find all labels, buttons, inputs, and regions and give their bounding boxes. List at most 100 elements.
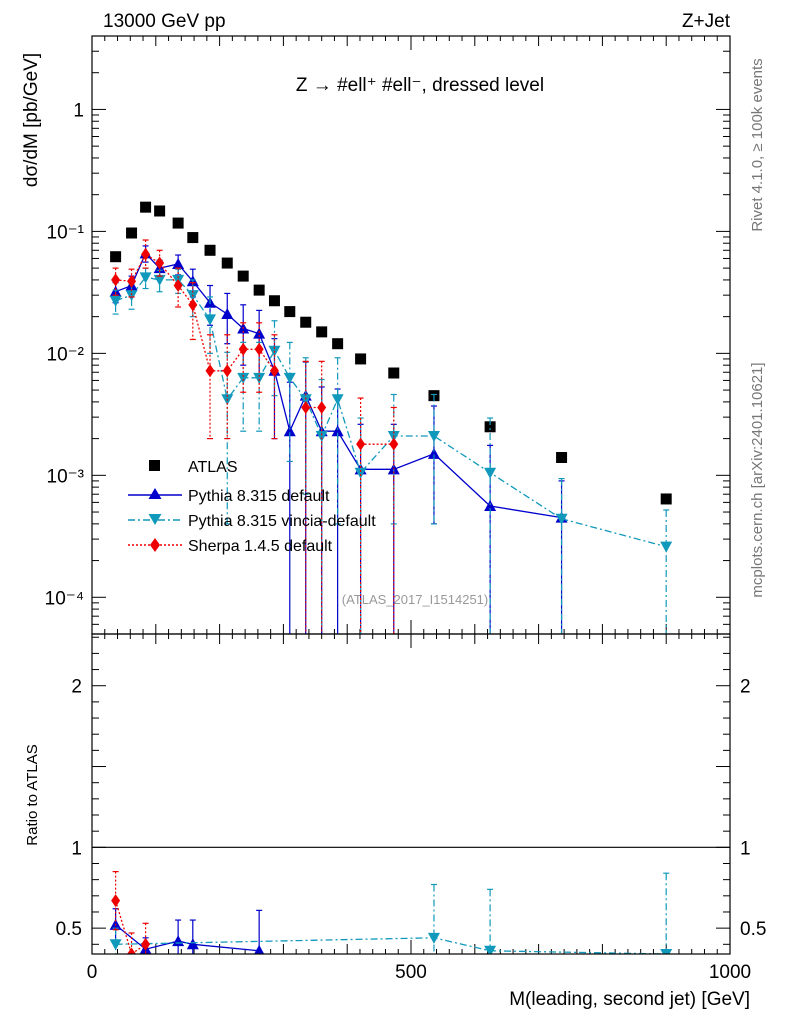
data-point-pythia <box>283 425 296 437</box>
ratio-point-pythia <box>254 944 265 954</box>
data-point-atlas <box>140 201 152 213</box>
main-y-tick-label: 10⁻³ <box>47 466 85 487</box>
data-point-vincia <box>427 431 440 443</box>
data-point-vincia <box>484 467 497 479</box>
data-point-atlas <box>660 493 672 505</box>
data-point-vincia <box>125 290 138 302</box>
data-point-pythia <box>427 447 440 459</box>
series-line-vincia <box>115 276 667 548</box>
data-point-atlas <box>110 251 122 263</box>
data-point-sherpa <box>269 364 279 378</box>
data-point-sherpa <box>205 364 215 378</box>
data-point-sherpa <box>317 400 327 414</box>
ratio-line-pythia <box>115 924 260 952</box>
data-point-sherpa <box>155 256 165 270</box>
data-point-vincia <box>283 372 296 384</box>
series-line-pythia <box>115 252 562 519</box>
main-y-tick-label: 10⁻² <box>47 344 85 365</box>
data-point-sherpa <box>254 342 264 356</box>
ratio-y-tick-label: 0.5 <box>56 919 82 940</box>
data-point-sherpa <box>111 273 121 287</box>
side-label-mcplots: mcplots.cern.ch [arXiv:2401.10621] <box>749 362 766 597</box>
ratio-panel-data <box>92 846 730 954</box>
ratio-point-sherpa <box>141 937 151 951</box>
ratio-point-sherpa <box>127 947 137 954</box>
data-point-sherpa <box>222 364 232 378</box>
data-point-vincia <box>555 513 568 525</box>
ratio-y-tick-label-right: 1 <box>740 838 751 859</box>
data-point-vincia <box>237 372 250 384</box>
main-y-tick-label: 10⁻⁴ <box>45 588 84 609</box>
ratio-point-vincia <box>484 945 497 954</box>
legend-label-sherpa: Sherpa 1.4.5 default <box>188 538 333 555</box>
data-point-atlas <box>187 232 199 244</box>
data-point-sherpa <box>356 437 366 451</box>
data-point-pythia <box>172 258 185 270</box>
ratio-point-sherpa <box>111 894 121 908</box>
data-point-atlas <box>154 205 166 217</box>
data-point-sherpa <box>188 298 198 312</box>
data-point-atlas <box>172 217 184 229</box>
data-point-vincia <box>331 394 344 406</box>
data-point-atlas <box>237 270 249 282</box>
legend-marker-pythia <box>148 488 162 499</box>
x-tick-label: 500 <box>395 962 427 983</box>
legend-label-pythia: Pythia 8.315 default <box>188 488 330 505</box>
ratio-y-axis-title: Ratio to ATLAS <box>24 744 41 845</box>
legend-label-atlas: ATLAS <box>188 459 238 476</box>
data-point-vincia <box>153 274 166 286</box>
header-process: Z+Jet <box>682 11 731 32</box>
ratio-point-vincia <box>109 939 122 951</box>
data-point-atlas <box>556 451 568 463</box>
data-point-vincia <box>204 314 217 326</box>
data-point-sherpa <box>173 279 183 293</box>
data-point-sherpa <box>127 274 137 288</box>
data-point-vincia <box>299 394 312 406</box>
data-point-pythia <box>221 308 234 320</box>
ratio-y-tick-label-right: 0.5 <box>740 919 766 940</box>
side-label-rivet: Rivet 4.1.0, ≥ 100k events <box>749 58 766 231</box>
main-y-tick-label: 1 <box>73 100 84 121</box>
ratio-point-vincia <box>660 949 673 954</box>
data-point-atlas <box>284 306 296 318</box>
x-tick-label: 0 <box>87 962 98 983</box>
legend: ATLAS Pythia 8.315 default Pythia 8.315 … <box>128 459 376 555</box>
data-point-vincia <box>139 272 152 284</box>
data-point-sherpa <box>141 247 151 261</box>
data-point-sherpa <box>389 437 399 451</box>
main-y-axis-title: dσ/dM [pb/GeV] <box>21 53 42 187</box>
analysis-id: (ATLAS_2017_I1514251) <box>342 592 488 607</box>
data-point-atlas <box>126 227 138 239</box>
data-point-atlas <box>268 295 280 307</box>
data-point-pythia <box>331 425 344 437</box>
ratio-point-vincia <box>427 932 440 944</box>
data-point-vincia <box>354 467 367 479</box>
data-point-atlas <box>221 257 233 269</box>
x-tick-label: 1000 <box>709 962 751 983</box>
series-line-sherpa <box>115 253 394 445</box>
legend-marker-atlas <box>149 460 160 471</box>
data-point-atlas <box>316 326 328 338</box>
data-point-atlas <box>253 284 265 296</box>
data-point-vincia <box>253 372 266 384</box>
data-point-atlas <box>332 338 344 350</box>
ratio-point-pythia <box>172 935 185 947</box>
ratio-y-tick-label: 1 <box>71 838 82 859</box>
data-point-vincia <box>315 431 328 443</box>
ratio-panel-frame <box>91 633 731 955</box>
legend-marker-sherpa <box>150 538 160 552</box>
ratio-y-tick-label-right: 2 <box>740 677 751 698</box>
ratio-point-pythia <box>186 938 199 950</box>
legend-label-vincia: Pythia 8.315 vincia-default <box>188 513 376 530</box>
plot-title: Z → #ell⁺ #ell⁻, dressed level <box>296 75 544 96</box>
data-point-atlas <box>484 421 496 433</box>
x-axis-title: M(leading, second jet) [GeV] <box>509 989 750 1010</box>
legend-marker-vincia <box>148 514 162 525</box>
data-point-vincia <box>109 295 122 307</box>
axis-ticks: 1 10⁻¹ 10⁻² 10⁻³ 10⁻⁴ 0 500 1000 0.5 0.5 1 1 2 2 <box>45 35 766 983</box>
data-point-atlas <box>300 316 312 328</box>
data-point-atlas <box>204 244 216 256</box>
data-point-sherpa <box>301 400 311 414</box>
data-point-atlas <box>355 353 367 365</box>
